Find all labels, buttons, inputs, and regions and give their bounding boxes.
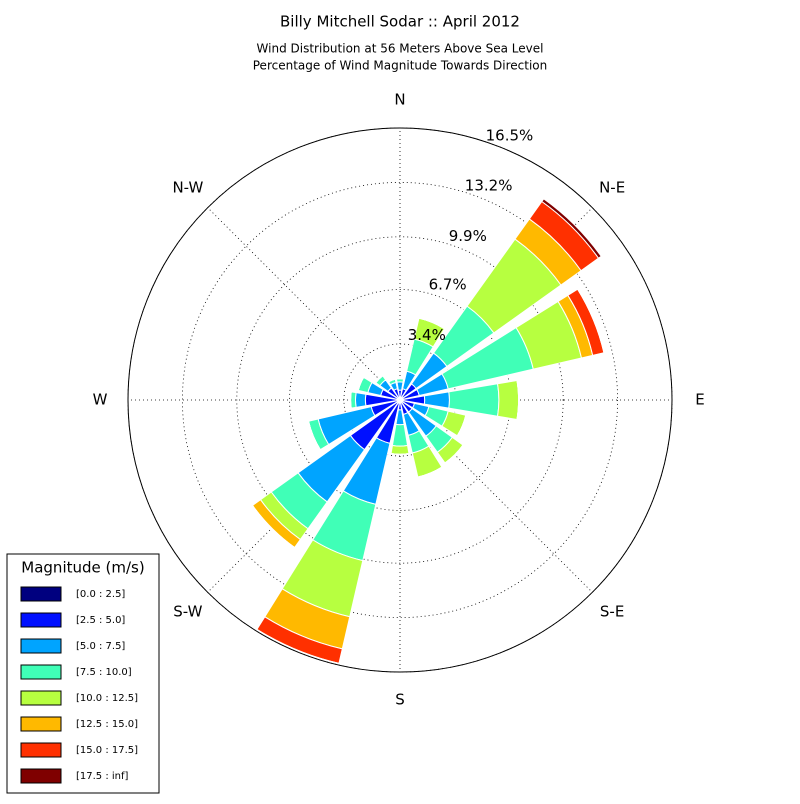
chart-title: Billy Mitchell Sodar :: April 2012 — [280, 13, 520, 31]
chart-subtitle: Wind Distribution at 56 Meters Above Sea… — [257, 42, 544, 56]
direction-label: E — [695, 391, 704, 409]
legend-label: [15.0 : 17.5] — [76, 745, 138, 756]
legend-swatch — [21, 769, 61, 783]
r-tick-label: 13.2% — [465, 177, 513, 195]
legend-swatch — [21, 587, 61, 601]
bar-segment — [424, 392, 449, 408]
chart-subtitle: Percentage of Wind Magnitude Towards Dir… — [253, 59, 547, 73]
legend-label: [2.5 : 5.0] — [76, 615, 125, 626]
direction-label: W — [93, 391, 108, 409]
direction-label: N-E — [599, 178, 625, 196]
legend-label: [7.5 : 10.0] — [76, 667, 132, 678]
r-tick-label: 16.5% — [486, 126, 534, 144]
legend-swatch — [21, 691, 61, 705]
direction-label: S-E — [600, 603, 624, 621]
bar-segment — [355, 393, 365, 408]
direction-label: N — [394, 91, 405, 109]
r-tick-label: 9.9% — [449, 227, 487, 245]
legend-label: [5.0 : 7.5] — [76, 641, 125, 652]
legend-swatch — [21, 639, 61, 653]
r-tick-label: 3.4% — [408, 326, 446, 344]
legend-label: [0.0 : 2.5] — [76, 589, 125, 600]
legend-title: Magnitude (m/s) — [21, 559, 144, 577]
bar-segment — [498, 381, 519, 420]
legend-swatch — [21, 743, 61, 757]
legend-swatch — [21, 665, 61, 679]
r-tick-label: 6.7% — [429, 276, 467, 294]
bar-segment — [449, 384, 499, 416]
legend-label: [10.0 : 12.5] — [76, 693, 138, 704]
legend-label: [17.5 : inf] — [76, 771, 129, 782]
bar-segment — [392, 424, 407, 446]
direction-label: S — [395, 691, 405, 709]
direction-label: S-W — [173, 603, 202, 621]
direction-label: N-W — [172, 178, 203, 196]
bar-segment — [391, 446, 409, 455]
bar-segment — [351, 392, 357, 408]
legend-label: [12.5 : 15.0] — [76, 719, 138, 730]
legend-swatch — [21, 717, 61, 731]
spoke — [208, 208, 400, 400]
plot-area: 3.4% 6.7% 9.9% 13.2% 16.5% N N-E E S-E S S-W W N-W — [93, 91, 705, 709]
legend-swatch — [21, 613, 61, 627]
legend: Magnitude (m/s) [0.0 : 2.5] [2.5 : 5.0] [5… — [7, 554, 159, 793]
